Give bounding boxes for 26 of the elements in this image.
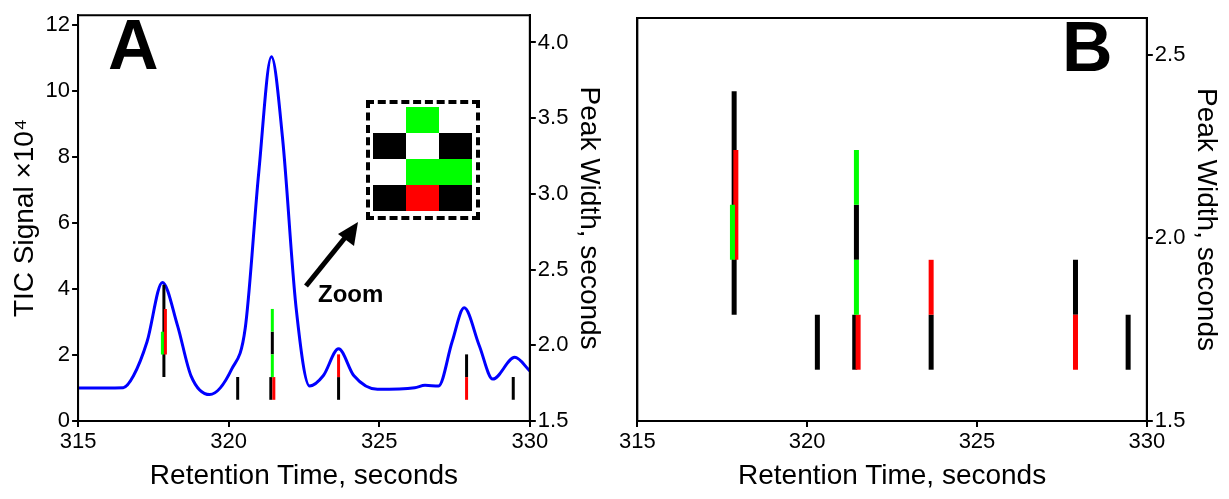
x-tick-label: 325 <box>360 428 398 454</box>
annotation: B <box>1062 8 1113 86</box>
y-tick-label: 10 <box>45 77 71 103</box>
y2-tick-label: 4.0 <box>537 28 569 54</box>
y2-tick-label: 2.0 <box>537 331 569 357</box>
annotation: Zoom <box>318 280 384 307</box>
y-tick-label: 2 <box>57 341 71 367</box>
y2-axis-title: Peak Width, seconds <box>1192 87 1224 352</box>
y2-tick-label: 2.5 <box>537 255 569 281</box>
x-tick-label: 320 <box>210 428 248 454</box>
y-tick-label: 6 <box>57 209 71 235</box>
x-tick-label: 315 <box>618 428 656 454</box>
y-tick-label: 8 <box>57 143 71 169</box>
y-tick-label: 12 <box>45 11 71 37</box>
y2-tick-label: 3.0 <box>537 179 569 205</box>
annotation: A <box>108 6 159 84</box>
x-axis-title: Retention Time, seconds <box>149 458 459 490</box>
y-tick-label: 4 <box>57 275 71 301</box>
x-tick-label: 320 <box>788 428 826 454</box>
y2-tick-label: 2.5 <box>1154 40 1186 66</box>
x-axis-title: Retention Time, seconds <box>738 458 1047 490</box>
y2-axis-title: Peak Width, seconds <box>575 86 607 350</box>
x-tick-label: 325 <box>958 428 996 454</box>
y-axis-title: TIC Signal ×10⁴ <box>7 119 39 318</box>
y2-tick-label: 3.5 <box>537 104 569 130</box>
y2-tick-label: 2.0 <box>1154 223 1186 249</box>
